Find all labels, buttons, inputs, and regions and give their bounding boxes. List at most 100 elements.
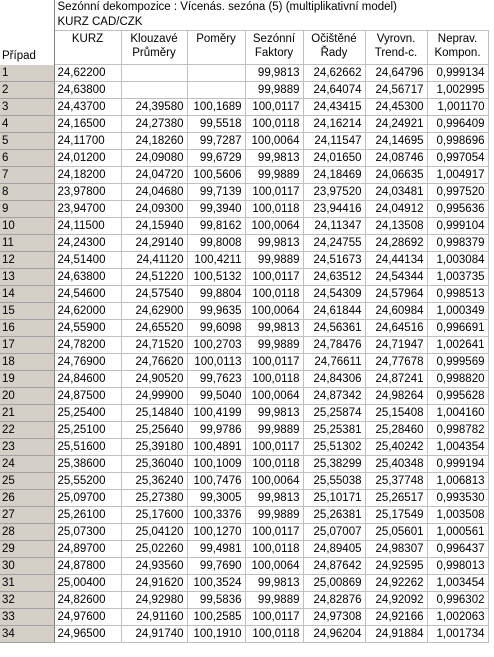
data-cell[interactable]: 100,1270 (187, 523, 246, 541)
data-cell[interactable]: 24,04912 (365, 200, 428, 218)
data-cell[interactable]: 24,71947 (365, 336, 428, 354)
data-cell[interactable]: 100,3376 (187, 506, 246, 524)
data-cell[interactable]: 25,07300 (54, 523, 122, 541)
data-cell[interactable]: 25,25874 (303, 404, 366, 422)
data-cell[interactable]: 1,002641 (427, 336, 489, 354)
data-cell[interactable]: 24,14695 (365, 132, 428, 150)
data-cell[interactable]: 25,26100 (54, 506, 122, 524)
data-cell[interactable]: 25,38600 (54, 455, 122, 473)
data-cell[interactable]: 24,76620 (121, 353, 188, 371)
data-cell[interactable]: 100,0118 (245, 540, 304, 558)
data-cell[interactable]: 100,3524 (187, 574, 246, 592)
data-cell[interactable]: 100,0118 (245, 455, 304, 473)
data-cell[interactable]: 1,001170 (427, 98, 489, 116)
data-cell[interactable]: 25,27380 (121, 489, 188, 507)
data-cell[interactable]: 24,18260 (121, 132, 188, 150)
row-header[interactable]: 14 (0, 285, 55, 303)
data-cell[interactable]: 100,0118 (245, 285, 304, 303)
data-cell[interactable]: 25,36040 (121, 455, 188, 473)
data-cell[interactable]: 24,28692 (365, 234, 428, 252)
data-cell[interactable]: 0,998513 (427, 285, 489, 303)
data-cell[interactable]: 24,11700 (54, 132, 122, 150)
data-cell[interactable]: 25,25400 (54, 404, 122, 422)
row-header[interactable]: 15 (0, 302, 55, 320)
data-cell[interactable]: 99,9889 (245, 166, 304, 184)
data-cell[interactable]: 99,7690 (187, 557, 246, 575)
data-cell[interactable]: 24,93560 (121, 557, 188, 575)
data-cell[interactable]: 99,7623 (187, 370, 246, 388)
column-header[interactable]: Vyrovn. Trend-c. (365, 30, 428, 65)
row-header[interactable]: 13 (0, 268, 55, 286)
data-cell[interactable] (187, 81, 246, 99)
row-header[interactable]: 19 (0, 370, 55, 388)
data-cell[interactable]: 1,004917 (427, 166, 489, 184)
data-cell[interactable]: 24,64796 (365, 64, 428, 82)
data-cell[interactable]: 24,11347 (303, 217, 366, 235)
data-cell[interactable]: 24,62662 (303, 64, 366, 82)
data-cell[interactable]: 25,39180 (121, 438, 188, 456)
data-cell[interactable]: 25,26381 (303, 506, 366, 524)
data-cell[interactable]: 24,63800 (54, 268, 122, 286)
data-cell[interactable] (121, 81, 188, 99)
data-cell[interactable]: 25,00869 (303, 574, 366, 592)
data-cell[interactable]: 24,98307 (365, 540, 428, 558)
row-header[interactable]: 25 (0, 472, 55, 490)
data-cell[interactable]: 24,27380 (121, 115, 188, 133)
data-cell[interactable]: 0,997054 (427, 149, 489, 167)
row-header[interactable]: 12 (0, 251, 55, 269)
row-header[interactable]: 32 (0, 591, 55, 609)
data-cell[interactable]: 24,90520 (121, 370, 188, 388)
data-cell[interactable]: 24,64516 (365, 319, 428, 337)
data-cell[interactable]: 24,77678 (365, 353, 428, 371)
data-cell[interactable]: 1,006813 (427, 472, 489, 490)
row-header[interactable]: 9 (0, 200, 55, 218)
data-cell[interactable]: 99,5836 (187, 591, 246, 609)
data-cell[interactable]: 100,0118 (245, 370, 304, 388)
data-cell[interactable]: 24,87500 (54, 387, 122, 405)
data-cell[interactable]: 99,9786 (187, 421, 246, 439)
data-cell[interactable]: 24,54344 (365, 268, 428, 286)
data-cell[interactable]: 25,00400 (54, 574, 122, 592)
data-cell[interactable]: 24,15940 (121, 217, 188, 235)
row-header[interactable]: 18 (0, 353, 55, 371)
row-header[interactable]: 34 (0, 625, 55, 643)
column-header[interactable]: KURZ (54, 30, 122, 65)
data-cell[interactable]: 99,5040 (187, 387, 246, 405)
row-header[interactable]: 26 (0, 489, 55, 507)
data-cell[interactable]: 99,9889 (245, 421, 304, 439)
data-cell[interactable]: 24,56717 (365, 81, 428, 99)
data-cell[interactable]: 24,55900 (54, 319, 122, 337)
data-cell[interactable]: 24,01650 (303, 149, 366, 167)
data-cell[interactable]: 24,24755 (303, 234, 366, 252)
data-cell[interactable]: 99,8804 (187, 285, 246, 303)
row-header[interactable]: 22 (0, 421, 55, 439)
data-cell[interactable]: 24,71520 (121, 336, 188, 354)
data-cell[interactable]: 100,2585 (187, 608, 246, 626)
data-cell[interactable]: 24,96500 (54, 625, 122, 643)
row-header[interactable]: 4 (0, 115, 55, 133)
column-header[interactable]: Poměry (187, 30, 246, 65)
row-header[interactable]: 10 (0, 217, 55, 235)
row-header[interactable]: 23 (0, 438, 55, 456)
data-cell[interactable]: 24,11500 (54, 217, 122, 235)
data-cell[interactable]: 0,996302 (427, 591, 489, 609)
row-header[interactable]: 21 (0, 404, 55, 422)
data-cell[interactable]: 24,84306 (303, 370, 366, 388)
data-cell[interactable]: 99,6098 (187, 319, 246, 337)
data-cell[interactable]: 24,91884 (365, 625, 428, 643)
row-header[interactable]: 2 (0, 81, 55, 99)
data-cell[interactable]: 24,62000 (54, 302, 122, 320)
data-cell[interactable]: 24,45300 (365, 98, 428, 116)
data-cell[interactable]: 100,0118 (245, 625, 304, 643)
data-cell[interactable]: 100,0064 (245, 217, 304, 235)
row-header[interactable]: 24 (0, 455, 55, 473)
data-cell[interactable]: 1,003508 (427, 506, 489, 524)
row-header[interactable]: 28 (0, 523, 55, 541)
data-cell[interactable]: 99,9813 (245, 489, 304, 507)
column-header[interactable]: Očištěné Řady (303, 30, 366, 65)
data-cell[interactable]: 99,4981 (187, 540, 246, 558)
data-cell[interactable]: 24,65520 (121, 319, 188, 337)
data-cell[interactable]: 1,003454 (427, 574, 489, 592)
data-cell[interactable]: 1,001734 (427, 625, 489, 643)
data-cell[interactable]: 0,998782 (427, 421, 489, 439)
